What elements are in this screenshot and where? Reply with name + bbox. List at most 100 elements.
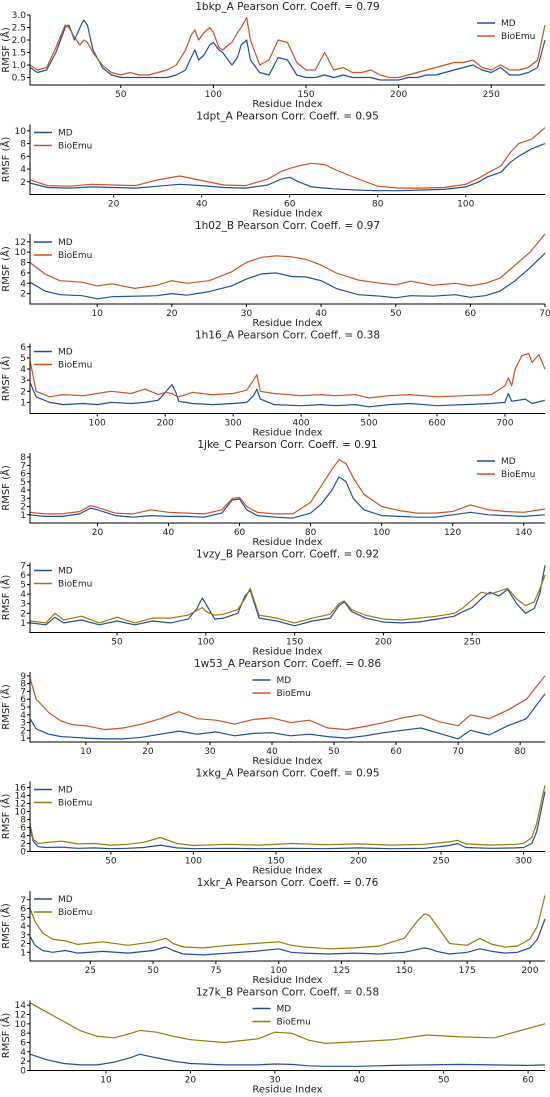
y-tick-label: 3	[20, 719, 26, 729]
y-tick-label: 6	[20, 470, 26, 480]
legend-label: BioEmu	[277, 689, 311, 699]
x-tick-label: 60	[390, 747, 402, 757]
y-tick-label: 16	[15, 784, 27, 794]
y-tick-label: 2	[20, 290, 26, 300]
y-tick-label: 10	[15, 808, 27, 818]
chart-title: 1z7k_B Pearson Corr. Coeff. = 0.58	[196, 987, 379, 999]
x-tick-label: 250	[483, 90, 500, 100]
legend-label: BioEmu	[277, 1018, 311, 1028]
x-tick-label: 300	[515, 857, 532, 867]
y-tick-label: 2	[20, 503, 26, 513]
md-series-line	[29, 791, 546, 850]
chart-title: 1xkg_A Pearson Corr. Coeff. = 0.95	[195, 768, 379, 780]
y-tick-label: 4	[20, 1048, 26, 1058]
y-tick-label: 1.5	[12, 49, 26, 59]
axis-lines	[29, 234, 545, 305]
x-tick-label: 40	[163, 528, 175, 538]
x-tick-label: 20	[142, 747, 154, 757]
legend-label: MD	[501, 457, 516, 467]
x-tick-label: 10	[91, 309, 103, 319]
x-tick-label: 50	[438, 1076, 450, 1086]
x-axis-label: Residue Index	[252, 756, 322, 767]
md-series-line	[29, 693, 546, 740]
y-tick-label: 6	[20, 824, 26, 834]
bioemu-series-line	[29, 233, 546, 289]
chart-title: 1w53_A Pearson Corr. Coeff. = 0.86	[194, 658, 381, 670]
legend-label: MD	[58, 238, 73, 248]
x-tick-label: 150	[396, 966, 413, 976]
y-tick-label: 6	[20, 269, 26, 279]
y-tick-label: 8	[20, 259, 26, 269]
legend-label: MD	[277, 1005, 292, 1015]
bioemu-series-line	[29, 352, 546, 399]
x-tick-label: 40	[196, 200, 208, 210]
y-tick-label: 2	[20, 178, 26, 188]
y-tick-label: 3	[20, 600, 26, 610]
y-tick-label: 4	[20, 279, 26, 289]
bioemu-series-line	[29, 16, 546, 79]
x-tick-label: 40	[315, 309, 327, 319]
legend-label: BioEmu	[501, 470, 535, 480]
y-axis-label: RMSF (Å)	[0, 465, 12, 511]
y-tick-label: 9	[20, 672, 26, 682]
x-tick-label: 30	[204, 747, 216, 757]
md-series-line	[29, 252, 546, 300]
y-axis-label: RMSF (Å)	[0, 1013, 12, 1059]
x-tick-label: 50	[111, 638, 123, 648]
y-tick-label: 3.0	[12, 11, 27, 21]
x-tick-label: 80	[372, 200, 384, 210]
x-tick-label: 75	[210, 966, 221, 976]
legend-label: MD	[58, 348, 73, 358]
chart-panel-2: 1dpt_A Pearson Corr. Coeff. = 0.95 20 40 60…	[0, 111, 546, 220]
x-tick-label: 100	[185, 857, 202, 867]
axis-lines	[29, 124, 545, 195]
x-tick-label: 50	[390, 309, 402, 319]
y-tick-label: 7	[20, 461, 26, 471]
x-tick-label: 80	[514, 747, 526, 757]
y-tick-label: 6	[20, 695, 26, 705]
chart-title: 1h16_A Pearson Corr. Coeff. = 0.38	[195, 330, 380, 342]
x-tick-label: 500	[360, 419, 377, 429]
y-tick-label: 1	[20, 398, 26, 408]
axis-lines	[29, 343, 545, 414]
x-axis-label: Residue Index	[252, 1085, 322, 1096]
y-axis-label: RMSF (Å)	[0, 794, 12, 840]
y-tick-label: 7	[20, 687, 26, 697]
x-tick-label: 200	[521, 966, 538, 976]
chart-panel-7: 1w53_A Pearson Corr. Coeff. = 0.86 10 20 30…	[0, 658, 546, 767]
y-tick-label: 1.0	[12, 61, 27, 71]
x-tick-label: 125	[333, 966, 350, 976]
md-series-line	[29, 19, 546, 81]
x-tick-label: 40	[266, 747, 278, 757]
x-tick-label: 700	[496, 419, 513, 429]
axis-lines	[29, 453, 545, 524]
x-tick-label: 175	[459, 966, 476, 976]
y-tick-label: 12	[15, 1011, 26, 1021]
x-tick-label: 150	[286, 638, 303, 648]
x-tick-label: 300	[225, 419, 242, 429]
chart-title: 1xkr_A Pearson Corr. Coeff. = 0.76	[197, 877, 379, 889]
x-tick-label: 20	[92, 528, 104, 538]
x-tick-label: 100	[197, 638, 214, 648]
legend-label: MD	[501, 19, 516, 29]
x-tick-label: 250	[464, 638, 481, 648]
legend-label: BioEmu	[58, 908, 92, 918]
x-tick-label: 25	[85, 966, 96, 976]
y-tick-label: 5	[20, 703, 26, 713]
y-tick-label: 12	[15, 238, 26, 248]
legend-label: BioEmu	[501, 32, 535, 42]
y-tick-label: 14	[15, 1001, 27, 1011]
x-tick-label: 200	[350, 857, 367, 867]
y-tick-label: 3	[20, 494, 26, 504]
axis-lines	[29, 891, 545, 962]
y-tick-label: 4	[20, 832, 26, 842]
y-axis-label: RMSF (Å)	[0, 684, 12, 730]
y-tick-label: 4	[20, 590, 26, 600]
y-axis-label: RMSF (Å)	[0, 246, 12, 292]
y-tick-label: 5	[20, 913, 26, 923]
md-series-line	[29, 476, 546, 519]
chart-panel-4: 1h16_A Pearson Corr. Coeff. = 0.38 100 200…	[0, 330, 546, 439]
md-series-line	[29, 1053, 546, 1067]
